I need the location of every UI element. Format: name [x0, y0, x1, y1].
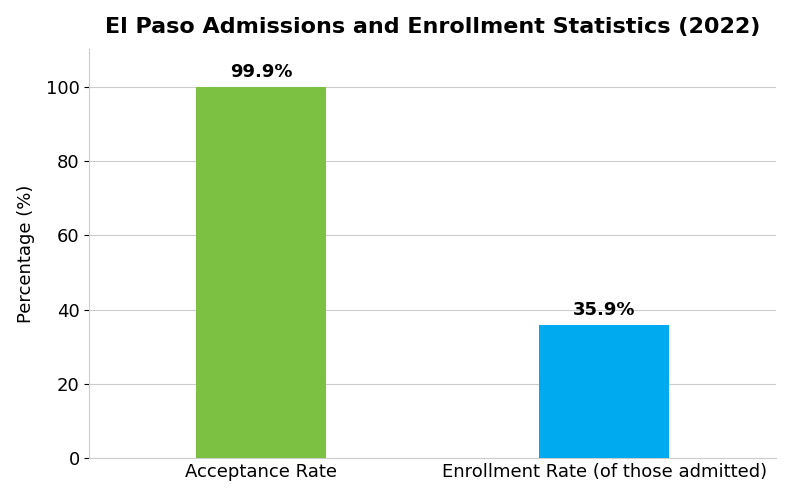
Text: 99.9%: 99.9%: [230, 63, 292, 81]
Title: El Paso Admissions and Enrollment Statistics (2022): El Paso Admissions and Enrollment Statis…: [105, 16, 760, 37]
Y-axis label: Percentage (%): Percentage (%): [17, 185, 34, 323]
Bar: [539, 325, 670, 459]
Text: 35.9%: 35.9%: [573, 301, 635, 319]
Bar: [196, 87, 326, 459]
